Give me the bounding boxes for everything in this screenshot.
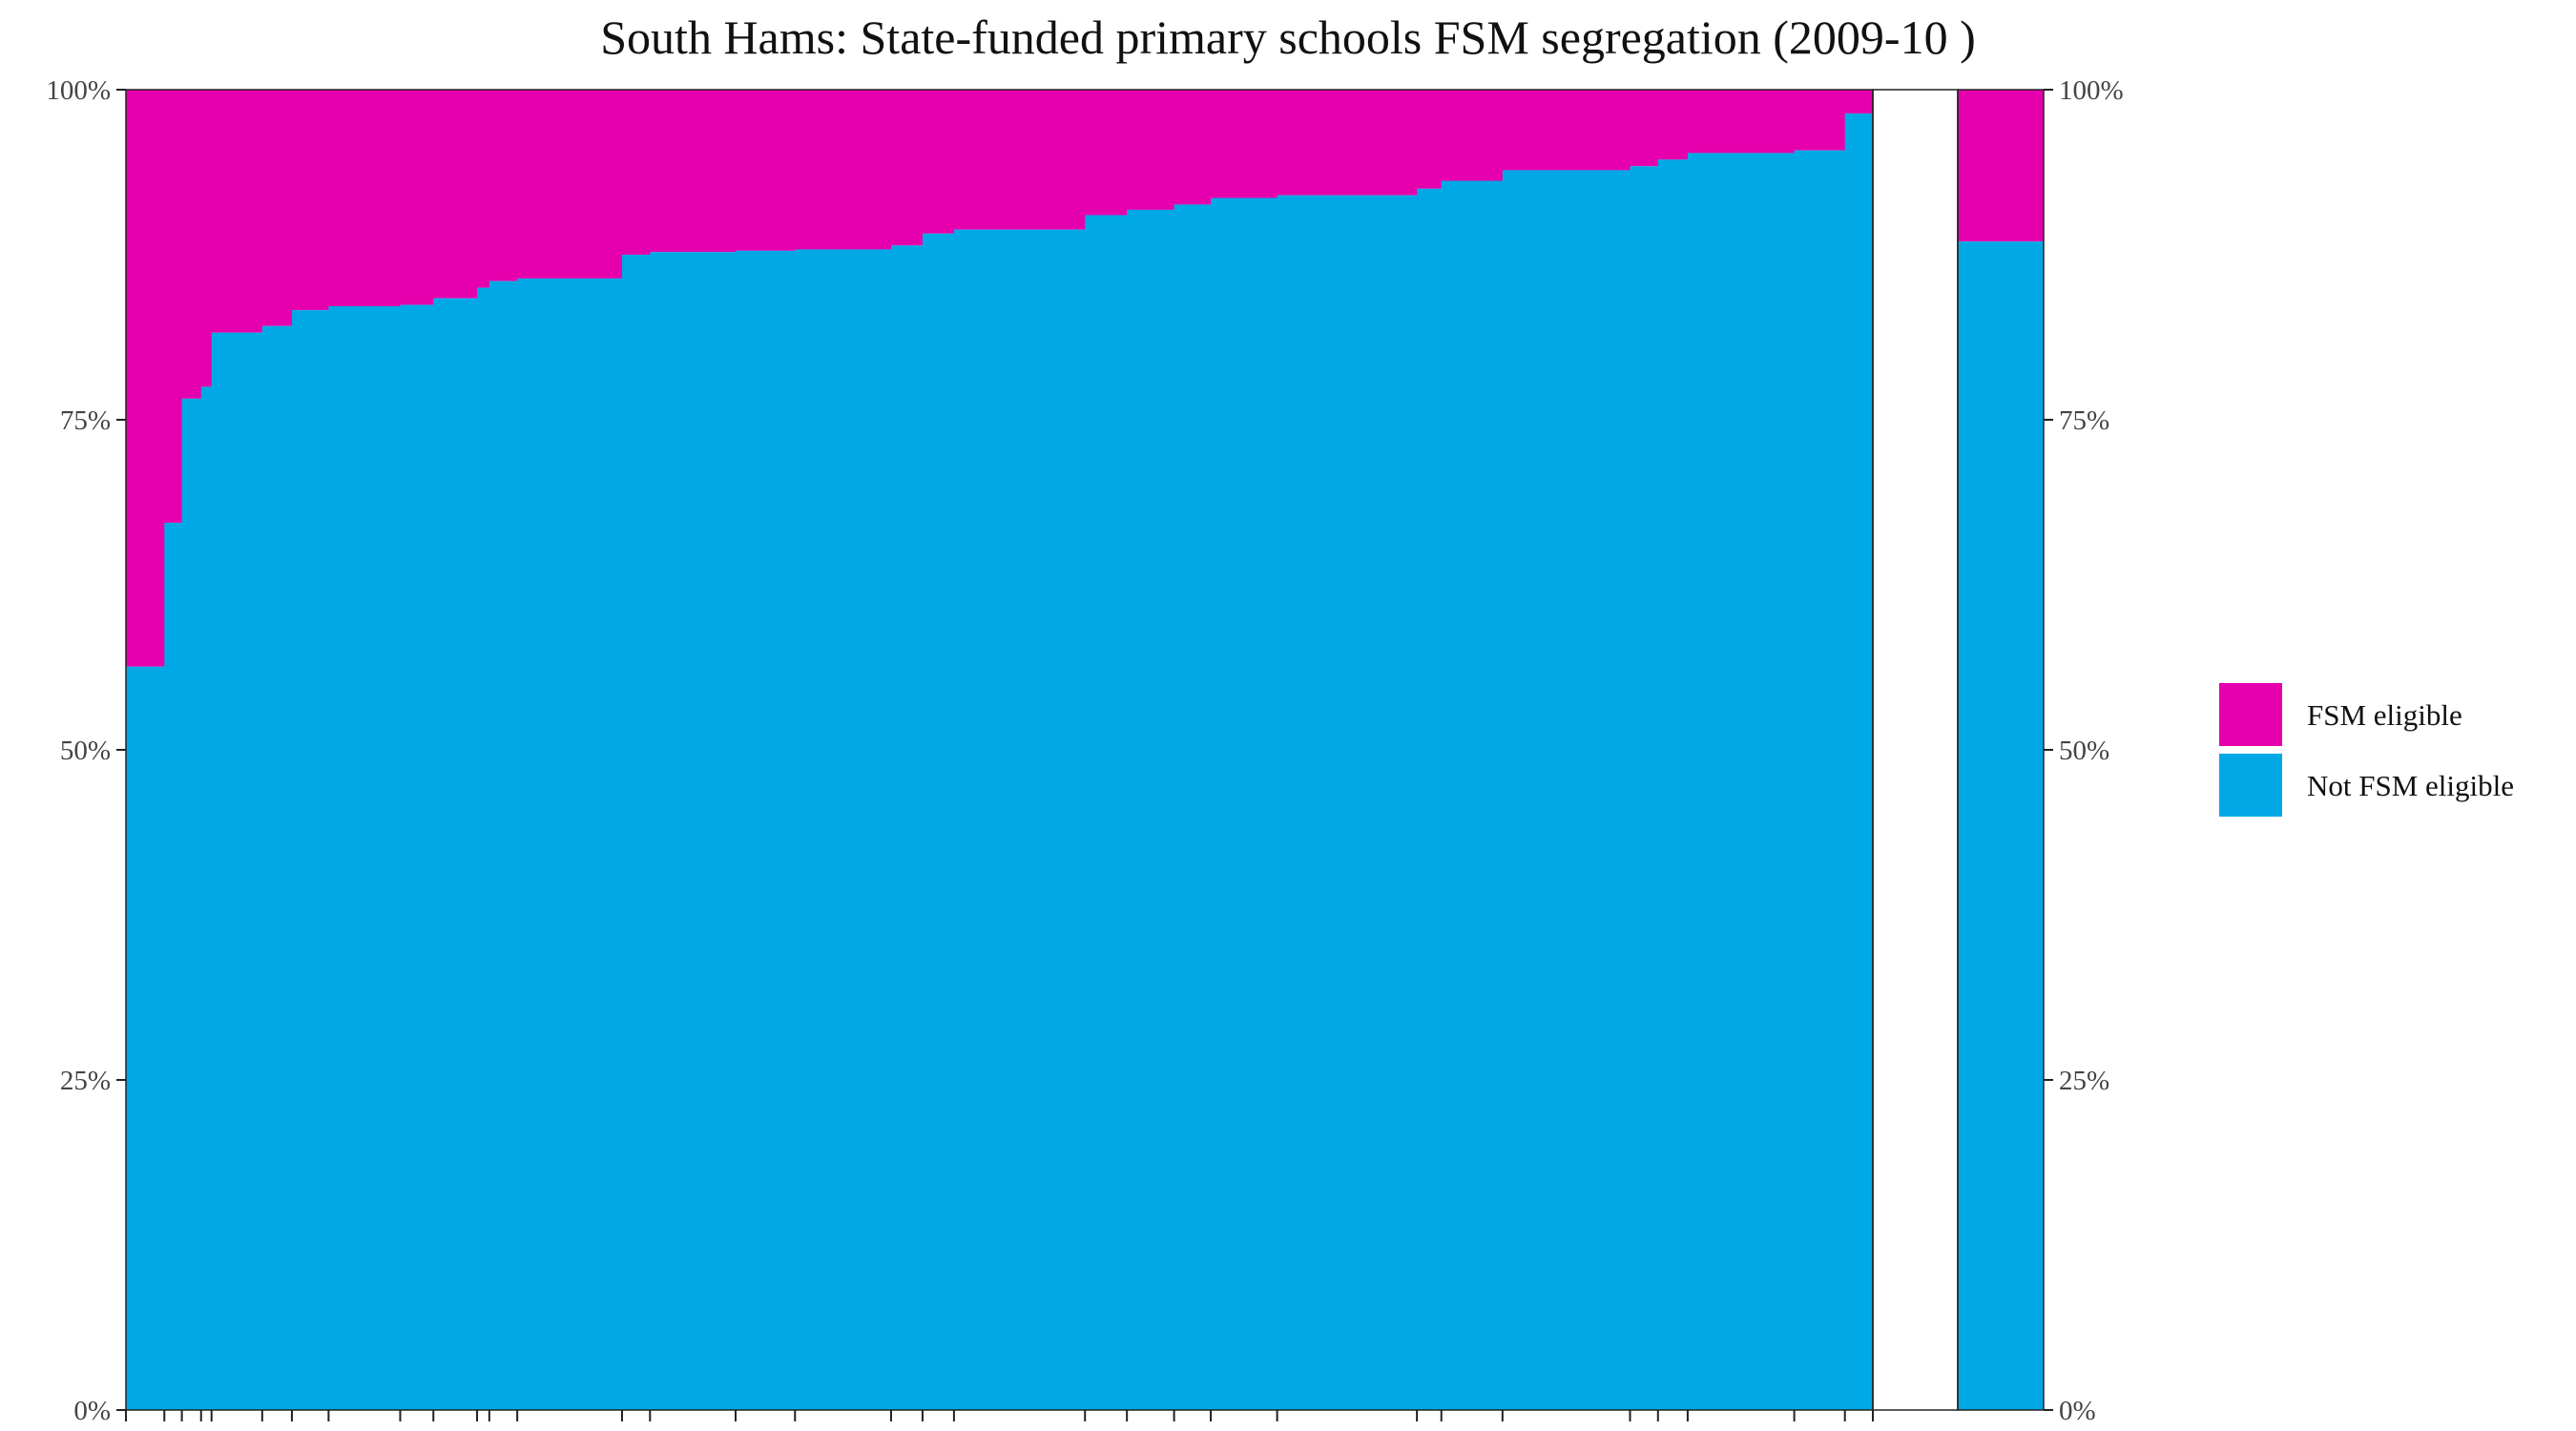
bar-fsm-12: [517, 90, 623, 279]
bar-fsm-19: [953, 90, 1086, 230]
bar-fsm-8: [400, 90, 434, 305]
y-tick-label-left: 50%: [60, 736, 111, 766]
bar-not-fsm-2: [181, 398, 202, 1411]
y-tick-label-right: 0%: [2059, 1396, 2096, 1426]
bar-not-fsm-22: [1174, 204, 1212, 1411]
y-tick-label-left: 100%: [46, 75, 111, 106]
bar-not-fsm-10: [477, 287, 490, 1411]
bar-not-fsm-16: [795, 249, 892, 1410]
bar-not-fsm-29: [1657, 159, 1689, 1410]
bar-not-fsm-25: [1417, 188, 1443, 1410]
bar-fsm-17: [890, 90, 924, 246]
bar-not-fsm-15: [736, 250, 796, 1410]
bar-not-fsm-12: [517, 278, 623, 1410]
bar-fsm-3: [200, 90, 213, 387]
bar-fsm-0: [126, 90, 165, 667]
legend-label-not_fsm: Not FSM eligible: [2307, 769, 2514, 802]
overall-bar-fsm: [1958, 90, 2044, 242]
legend: FSM eligible Not FSM eligible: [2219, 683, 2514, 817]
bar-not-fsm-27: [1502, 170, 1631, 1411]
bar-not-fsm-13: [622, 255, 651, 1410]
legend-swatch-fsm: [2219, 683, 2282, 746]
bar-fsm-25: [1417, 90, 1443, 189]
bar-not-fsm-30: [1687, 153, 1796, 1410]
bar-not-fsm-23: [1211, 197, 1278, 1410]
bar-not-fsm-3: [200, 386, 213, 1410]
legend-swatch-not_fsm: [2219, 754, 2282, 817]
bar-fsm-24: [1277, 90, 1418, 196]
bar-fsm-16: [795, 90, 892, 250]
bar-fsm-10: [477, 90, 490, 288]
bar-not-fsm-31: [1794, 150, 1846, 1410]
bar-fsm-9: [433, 90, 478, 299]
bar-fsm-14: [650, 90, 737, 253]
bar-not-fsm-1: [164, 522, 183, 1410]
y-tick-label-right: 25%: [2059, 1066, 2109, 1096]
gap-panel-frame: [1872, 89, 1959, 1411]
bar-fsm-15: [736, 90, 796, 251]
bar-not-fsm-7: [328, 305, 402, 1410]
bar-not-fsm-11: [488, 280, 518, 1411]
bar-fsm-26: [1441, 90, 1504, 181]
bar-fsm-28: [1630, 90, 1659, 167]
bar-not-fsm-0: [126, 666, 165, 1410]
bar-not-fsm-28: [1630, 166, 1659, 1411]
legend-label-fsm: FSM eligible: [2307, 698, 2462, 732]
y-tick-label-right: 100%: [2059, 75, 2124, 106]
bar-fsm-21: [1127, 90, 1175, 210]
bar-not-fsm-32: [1844, 113, 1874, 1411]
bar-not-fsm-17: [890, 245, 924, 1410]
bar-fsm-29: [1657, 90, 1689, 160]
bar-fsm-20: [1085, 90, 1128, 216]
bar-not-fsm-18: [922, 233, 955, 1411]
bar-fsm-18: [922, 90, 955, 234]
bar-not-fsm-21: [1127, 209, 1175, 1411]
bar-fsm-31: [1794, 90, 1846, 151]
bar-not-fsm-8: [400, 304, 434, 1410]
bar-not-fsm-4: [211, 332, 263, 1410]
bar-not-fsm-6: [291, 310, 329, 1411]
bar-not-fsm-19: [953, 229, 1086, 1411]
y-tick-label-right: 75%: [2059, 405, 2109, 436]
bar-fsm-27: [1502, 90, 1631, 171]
bar-not-fsm-14: [650, 252, 737, 1411]
bar-not-fsm-20: [1085, 215, 1128, 1411]
overall-bar: [1958, 90, 2044, 1410]
bar-fsm-6: [291, 90, 329, 311]
bar-fsm-30: [1687, 90, 1796, 154]
bar-fsm-23: [1211, 90, 1278, 198]
school-bars: [126, 90, 1874, 1411]
y-tick-label-right: 50%: [2059, 736, 2109, 766]
bar-fsm-1: [164, 90, 183, 523]
y-tick-label-left: 0%: [73, 1396, 111, 1426]
bar-fsm-2: [181, 90, 202, 399]
bar-fsm-5: [261, 90, 293, 326]
chart-title: South Hams: State-funded primary schools…: [600, 10, 1976, 64]
y-tick-label-left: 75%: [60, 405, 111, 436]
bar-fsm-13: [622, 90, 651, 255]
bar-fsm-32: [1844, 90, 1874, 114]
bar-not-fsm-9: [433, 298, 478, 1410]
overall-bar-not-fsm: [1958, 241, 2044, 1410]
bar-fsm-11: [488, 90, 518, 281]
bar-not-fsm-26: [1441, 180, 1504, 1411]
axes: 0% 0% 25% 25% 50% 50% 75% 75% 100% 100%: [46, 75, 2123, 1426]
y-tick-label-left: 25%: [60, 1066, 111, 1096]
bar-fsm-4: [211, 90, 263, 333]
bar-not-fsm-5: [261, 325, 293, 1411]
bar-fsm-7: [328, 90, 402, 306]
bar-fsm-22: [1174, 90, 1212, 205]
bar-not-fsm-24: [1277, 195, 1418, 1411]
